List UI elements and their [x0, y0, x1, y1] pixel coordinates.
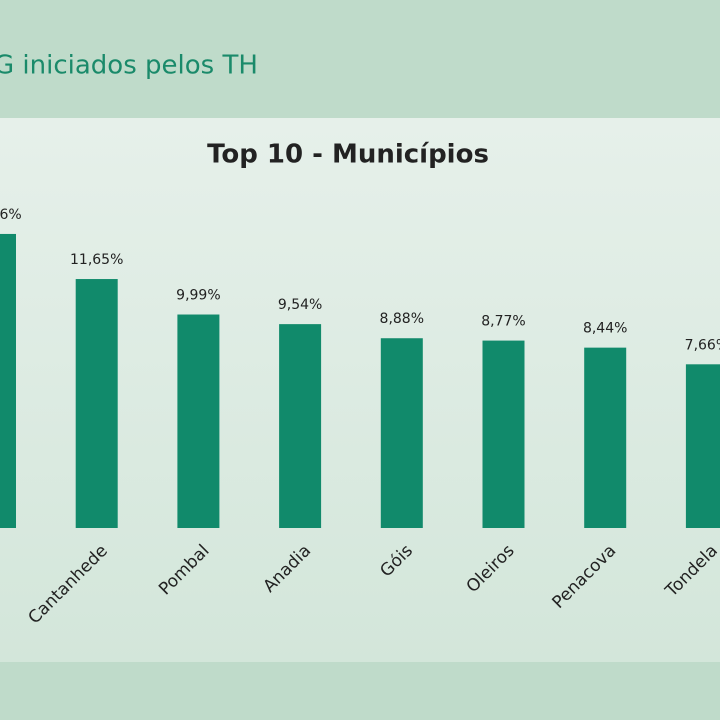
value-label: 11,65%	[70, 252, 123, 268]
value-label: 8,44%	[583, 321, 627, 337]
bar	[279, 324, 322, 528]
bar	[685, 364, 720, 528]
value-label: 9,99%	[176, 288, 220, 304]
value-label: 8,88%	[380, 311, 424, 327]
bar	[177, 314, 220, 528]
value-label: 9,54%	[278, 297, 322, 313]
bar	[584, 347, 627, 528]
bar	[0, 233, 16, 529]
bar	[482, 340, 525, 528]
header-title: G iniciados pelos TH	[0, 51, 258, 81]
bar	[380, 338, 423, 528]
bar	[75, 279, 118, 528]
value-label: 8,77%	[481, 314, 525, 330]
value-label: 7,66%	[685, 337, 720, 353]
chart-title: Top 10 - Municípios	[207, 140, 489, 170]
value-label: 13,76%	[0, 207, 22, 223]
